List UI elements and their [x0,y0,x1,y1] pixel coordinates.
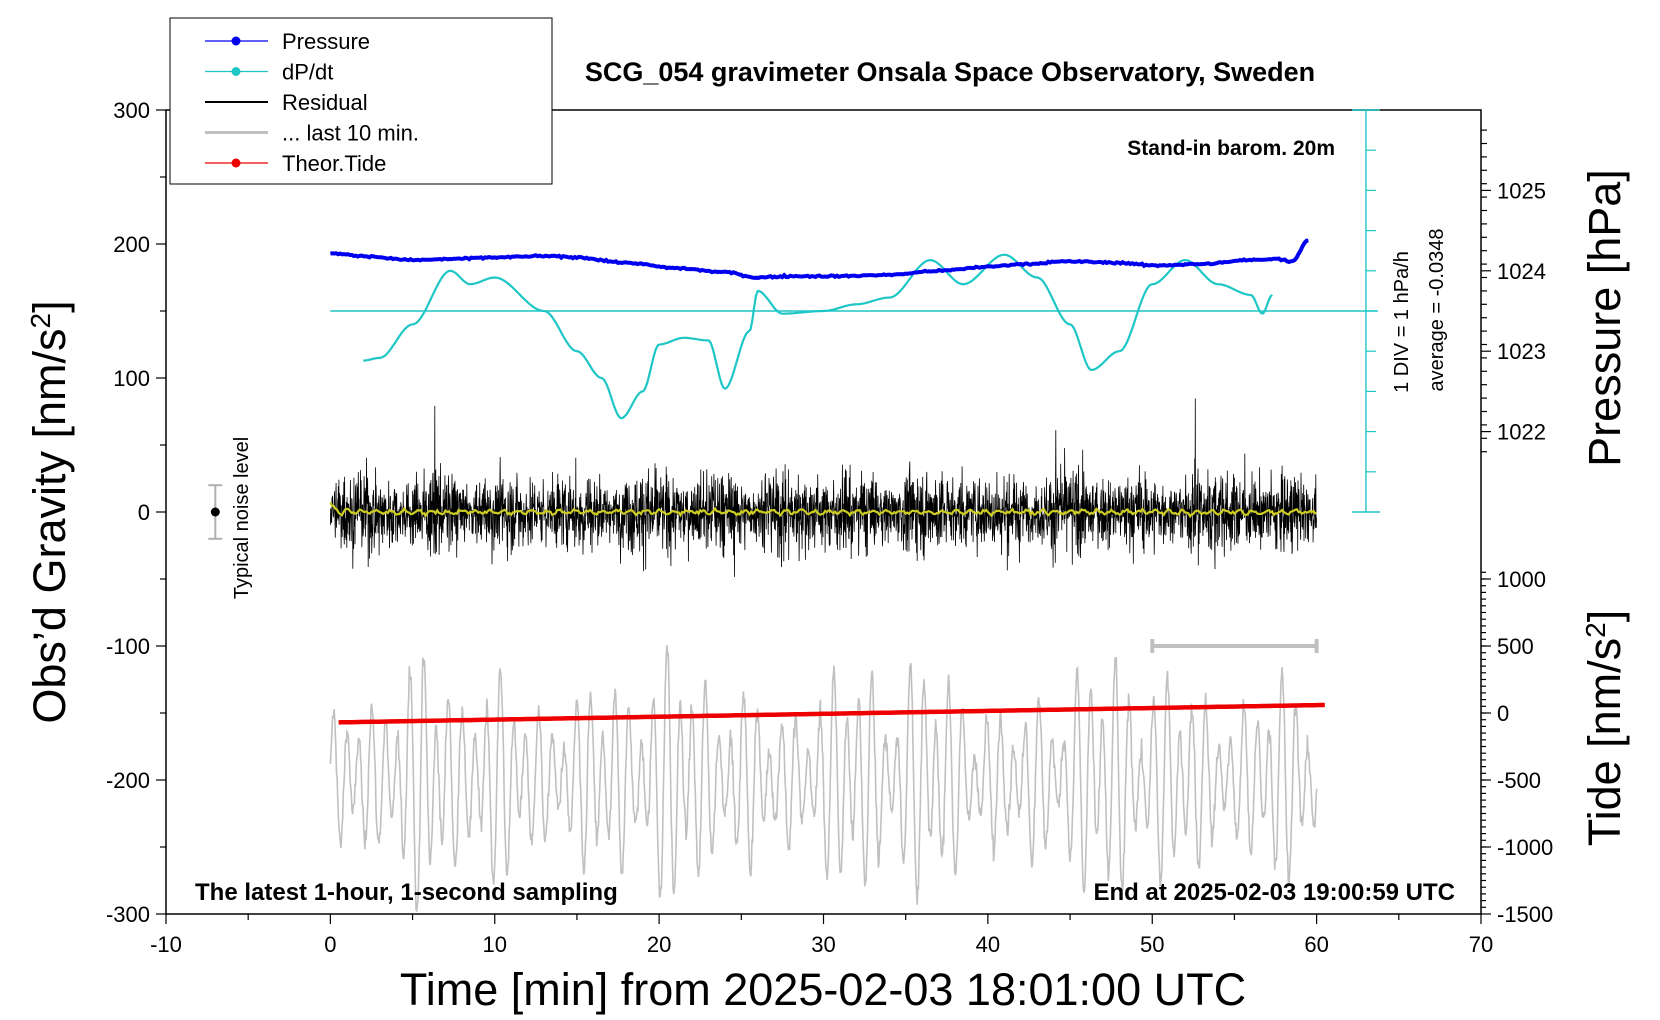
pressure-tick-label-3: 1022 [1497,420,1546,445]
noise-bar-dot [210,507,220,517]
tide-axis-label-end: ] [1579,610,1630,623]
x-tick-label-1: 0 [324,932,336,957]
sampling-note: The latest 1-hour, 1-second sampling [195,879,618,906]
dpdt-line [363,253,1273,420]
y-axis-label-end: ] [24,300,75,313]
legend-label-3: ... last 10 min. [282,121,419,146]
pressure-line [330,238,1309,280]
dpdt-scale-label: 1 DIV = 1 hPa/h [1391,251,1413,393]
tide-tick-label-2: 0 [1497,701,1509,726]
pressure-tick-label-2: 1023 [1497,339,1546,364]
last-10-min-range-marker [1150,639,1319,653]
pressure-series [330,238,1309,280]
noise-level-bar [208,484,223,540]
y-tick-label-2: 100 [113,366,150,391]
right-axis-ticks: 1025 1024 1023 1022 1000 500 0 -500 -1000 -1500 [1481,129,1553,927]
legend-marker-1 [231,67,241,76]
dpdt-series [363,253,1273,420]
tide-tick-label-4: -1000 [1497,835,1553,860]
x-tick-label-5: 40 [976,932,1000,957]
pressure-axis-label: Pressure [hPa] [1579,169,1630,467]
y-tick-label-4: -100 [106,634,150,659]
y-axis-label: Obs’d Gravity [nm/s2] [24,300,75,723]
y-tick-label-1: 200 [113,232,150,257]
x-tick-label-4: 30 [811,932,835,957]
legend-label-0: Pressure [282,29,370,54]
tide-series [338,702,1325,725]
x-axis-ticks: -10 0 10 20 30 40 50 60 70 [150,914,1493,957]
legend-label-1: dP/dt [282,60,333,85]
dpdt-average-label: average = -0.0348 [1426,229,1448,392]
last-10-min-series [329,645,1318,913]
x-tick-label-2: 10 [483,932,507,957]
x-tick-label-7: 60 [1304,932,1328,957]
y-tick-label-5: -200 [106,768,150,793]
smoothed-residual-series [329,501,1317,519]
noise-level-label: Typical noise level [231,437,253,599]
tide-axis-label: Tide [nm/s2] [1579,610,1630,846]
x-axis-label: Time [min] from 2025-02-03 18:01:00 UTC [400,964,1246,1015]
legend-label-2: Residual [282,90,368,115]
legend-label-4: Theor.Tide [282,151,386,176]
barometer-note: Stand-in barom. 20m [1127,137,1335,160]
dpdt-scale [330,109,1380,513]
end-time-note: End at 2025-02-03 19:00:59 UTC [1094,879,1456,906]
y-tick-label-0: 300 [113,98,150,123]
tide-tick-label-5: -1500 [1497,902,1553,927]
x-tick-label-0: -10 [150,932,182,957]
y-axis-label-main: Obs’d Gravity [nm/s [24,329,75,724]
residual-line [330,398,1317,577]
legend: Pressure dP/dt Residual ... last 10 min. The… [169,17,553,185]
legend-marker-0 [231,36,241,46]
y-axis-label-sup: 2 [25,313,56,329]
tide-axis-label-main: Tide [nm/s [1579,638,1630,846]
pressure-tick-label-0: 1025 [1497,178,1546,203]
tide-axis-label-sup: 2 [1580,622,1611,638]
last-10-min-line [329,645,1318,913]
tide-tick-label-3: -500 [1497,768,1541,793]
smoothed-residual-line [329,501,1317,519]
y-tick-label-3: 0 [138,500,150,525]
y-tick-label-6: -300 [106,902,150,927]
residual-series [330,398,1317,577]
legend-marker-4 [231,158,241,168]
tide-tick-label-1: 500 [1497,634,1534,659]
pressure-tick-label-1: 1024 [1497,259,1546,284]
tide-tick-label-0: 1000 [1497,567,1546,592]
chart-title: SCG_054 gravimeter Onsala Space Observat… [585,57,1315,87]
y-axis-ticks: 300 200 100 0 -100 -200 -300 [106,98,166,927]
x-tick-label-8: 70 [1469,932,1493,957]
x-tick-label-6: 50 [1140,932,1164,957]
x-tick-label-3: 20 [647,932,671,957]
tide-line [338,702,1325,725]
